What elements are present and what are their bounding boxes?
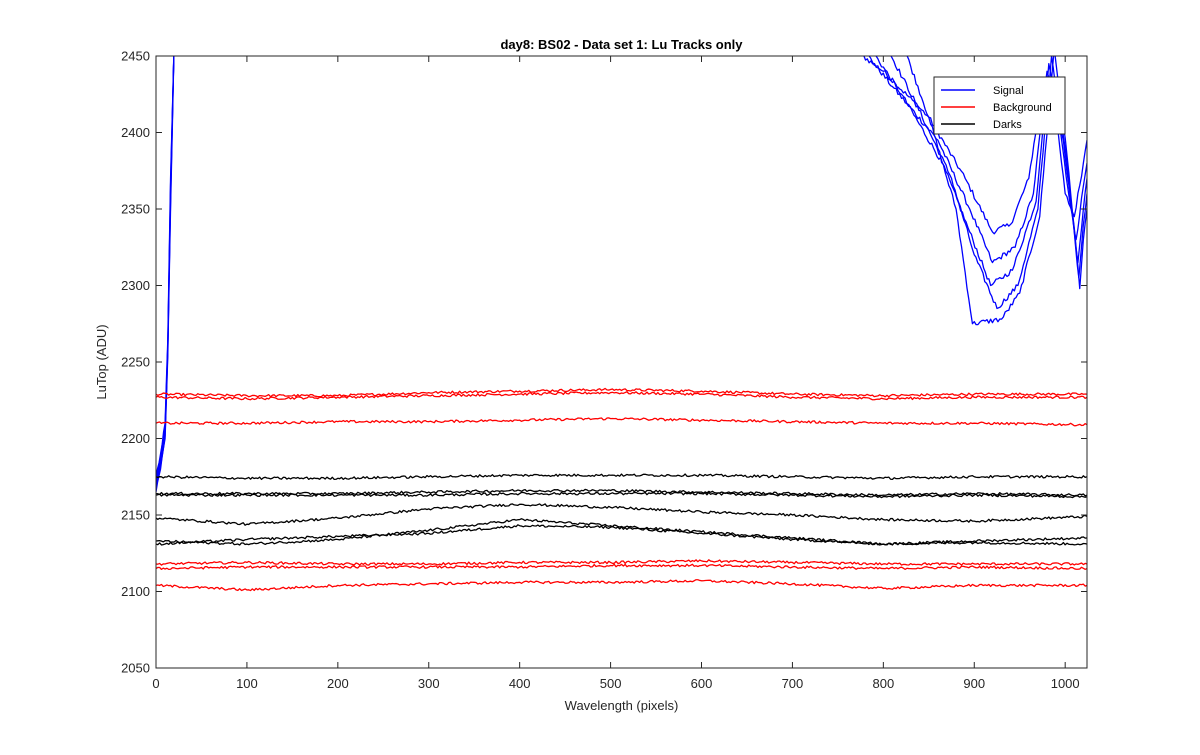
x-tick-label: 100 — [236, 676, 258, 691]
legend-label-background: Background — [993, 102, 1052, 114]
x-tick-label: 600 — [691, 676, 713, 691]
series-line-background-13 — [156, 559, 1087, 566]
x-axis-label: Wavelength (pixels) — [565, 698, 679, 713]
x-ticks: 0 100 200 300 400 500 600 700 800 900 1000 — [152, 56, 1080, 691]
series-line-darks-17 — [156, 488, 1087, 497]
series-line-background-10 — [156, 387, 1087, 398]
y-tick-label: 2250 — [121, 355, 150, 370]
y-axis-label: LuTop (ADU) — [94, 324, 109, 399]
x-tick-label: 200 — [327, 676, 349, 691]
series-line-darks-18 — [156, 491, 1087, 499]
series-line-background-14 — [156, 563, 1087, 571]
series-line-background-12 — [156, 417, 1087, 427]
x-tick-label: 700 — [782, 676, 804, 691]
series-line-background-11 — [156, 391, 1087, 401]
series-layer — [156, 56, 1087, 592]
y-tick-label: 2450 — [121, 49, 150, 64]
series-line-background-15 — [156, 579, 1087, 592]
y-tick-label: 2100 — [121, 584, 150, 599]
x-tick-label: 400 — [509, 676, 531, 691]
series-line-signal-7 — [875, 56, 1087, 287]
legend: Signal Background Darks — [933, 76, 1066, 135]
x-tick-label: 500 — [600, 676, 622, 691]
chart-title: day8: BS02 - Data set 1: Lu Tracks only — [500, 37, 743, 52]
legend-label-signal: Signal — [993, 85, 1024, 97]
series-line-darks-19 — [156, 503, 1087, 526]
y-tick-label: 2200 — [121, 431, 150, 446]
series-line-signal-9 — [906, 56, 1087, 326]
y-tick-label: 2400 — [121, 125, 150, 140]
y-tick-label: 2350 — [121, 202, 150, 217]
plot-area — [156, 56, 1087, 668]
x-tick-label: 300 — [418, 676, 440, 691]
y-tick-label: 2050 — [121, 661, 150, 676]
y-ticks: 2050 2100 2150 2200 2250 2300 2350 2400 2450 — [121, 49, 1087, 676]
y-tick-label: 2150 — [121, 508, 150, 523]
x-tick-label: 0 — [152, 676, 159, 691]
x-tick-label: 1000 — [1051, 676, 1080, 691]
x-tick-label: 800 — [872, 676, 894, 691]
legend-label-darks: Darks — [993, 119, 1022, 131]
series-line-darks-21 — [156, 524, 1087, 546]
series-line-signal-4 — [156, 56, 175, 482]
x-tick-label: 900 — [963, 676, 985, 691]
y-tick-label: 2300 — [121, 278, 150, 293]
series-line-darks-16 — [156, 473, 1087, 481]
